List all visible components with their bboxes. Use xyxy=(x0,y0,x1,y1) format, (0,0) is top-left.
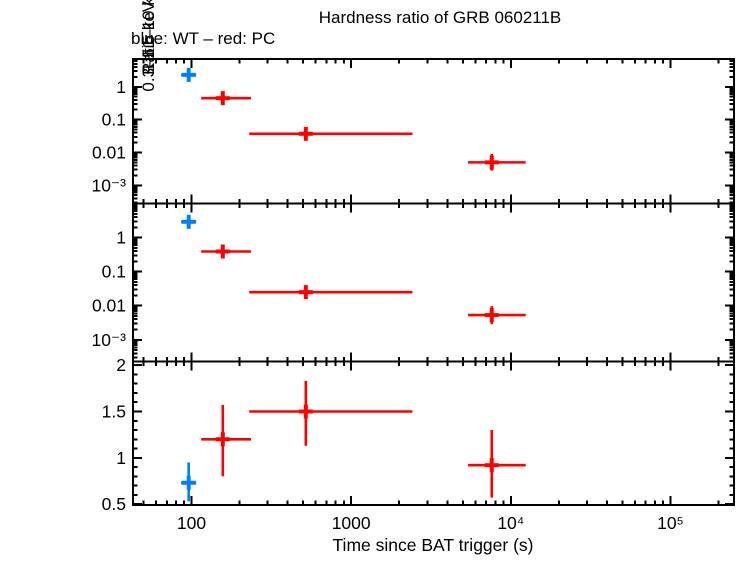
y-tick-label: 10⁻³ xyxy=(91,330,126,350)
x-tick-label: 1000 xyxy=(332,513,371,533)
x-tick-label: 100 xyxy=(177,513,206,533)
x-axis-label: Time since BAT trigger (s) xyxy=(332,535,534,555)
y-tick-label: 1 xyxy=(116,77,126,97)
x-tick-label: 10⁵ xyxy=(657,513,684,533)
y-axis-label-ratio: Ratio xyxy=(139,35,158,75)
y-tick-label: 2 xyxy=(116,355,126,375)
panel-frame-2 xyxy=(132,360,735,506)
y-tick-label: 0.1 xyxy=(102,110,126,130)
panel-frame-1 xyxy=(132,202,735,363)
chart-legend-note: blue: WT – red: PC xyxy=(131,29,276,48)
y-tick-label: 1 xyxy=(116,228,126,248)
y-tick-label: 0.01 xyxy=(92,142,126,162)
y-tick-label: 1 xyxy=(116,448,126,468)
y-tick-label: 10⁻³ xyxy=(91,175,126,195)
panel-frame-0 xyxy=(132,58,735,205)
x-tick-label: 10⁴ xyxy=(497,513,524,533)
y-tick-label: 0.01 xyxy=(92,296,126,316)
y-tick-label: 1.5 xyxy=(102,401,126,421)
y-tick-label: 0.1 xyxy=(102,262,126,282)
chart-title: Hardness ratio of GRB 060211B xyxy=(318,8,562,27)
y-tick-label: 0.5 xyxy=(102,494,126,514)
